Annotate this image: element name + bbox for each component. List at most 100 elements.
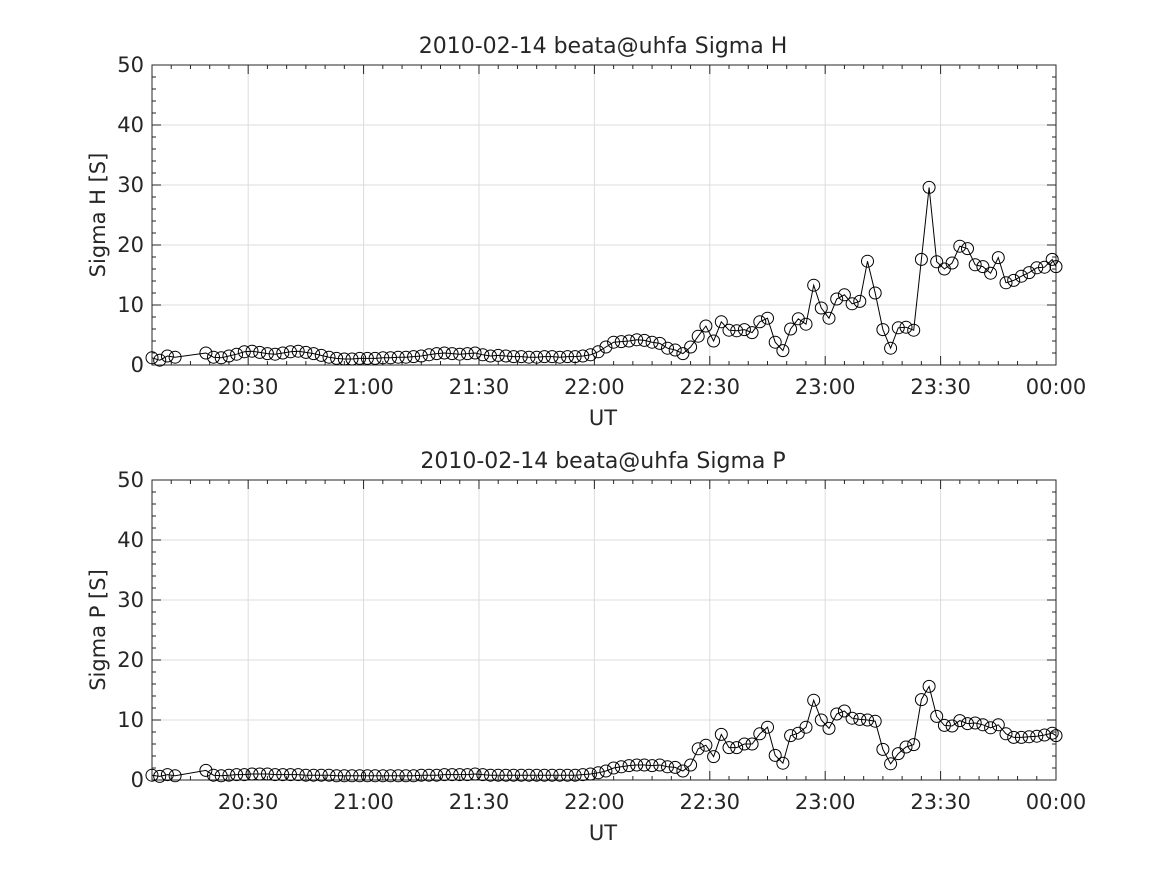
data-point: [661, 341, 674, 355]
data-point: [537, 768, 551, 782]
data-point: [330, 351, 344, 365]
x-tick-label: 23:00: [795, 375, 856, 399]
data-point: [360, 769, 374, 783]
data-point: [268, 347, 282, 361]
data-point: [899, 320, 913, 334]
x-tick-label: 21:30: [449, 790, 510, 814]
data-point: [568, 350, 582, 364]
data-point: [230, 768, 244, 782]
x-tick-label: 00:00: [1026, 790, 1087, 814]
data-point: [853, 294, 867, 308]
data-point: [314, 348, 328, 362]
data-point: [776, 344, 790, 358]
data-point: [930, 255, 944, 269]
axes-frame: [151, 479, 1057, 781]
data-point: [368, 351, 382, 365]
data-point: [876, 323, 890, 337]
data-point: [822, 721, 836, 735]
data-point: [160, 349, 174, 363]
data-point: [430, 768, 444, 782]
y-tick-label: 40: [117, 528, 144, 552]
data-point: [968, 716, 982, 730]
data-point: [945, 256, 959, 270]
data-point: [799, 720, 813, 734]
data-point: [553, 350, 567, 364]
data-point: [614, 760, 628, 774]
data-point: [845, 297, 859, 311]
data-point: [368, 769, 382, 783]
data-point: [437, 346, 451, 360]
data-point: [168, 350, 182, 364]
data-point: [637, 333, 651, 347]
sigma-h-panel: 0 10 20 30 40 50 20:30 21:00 21:30 22:00 22:30 23:0…: [86, 34, 1086, 430]
data-point: [999, 727, 1013, 741]
data-point: [453, 347, 467, 361]
data-point: [668, 760, 682, 774]
x-axis-label: UT: [589, 821, 617, 845]
data-point: [1045, 252, 1059, 266]
data-point: [691, 742, 705, 756]
data-point: [807, 693, 821, 707]
data-point: [653, 758, 667, 772]
data-point: [391, 350, 405, 364]
data-point: [422, 348, 436, 362]
data-point: [276, 346, 290, 360]
data-point: [968, 258, 982, 272]
data-point: [645, 759, 659, 773]
data-point: [745, 326, 759, 340]
data-point: [1049, 260, 1063, 274]
y-axis-label: Sigma H [S]: [86, 153, 110, 278]
data-point: [514, 768, 528, 782]
data-point: [307, 768, 321, 782]
data-point: [484, 768, 497, 782]
data-point: [284, 768, 297, 782]
data-point: [522, 350, 536, 364]
data-point: [645, 335, 659, 349]
data-point: [260, 767, 274, 781]
data-point: [891, 321, 905, 335]
data-point: [584, 348, 597, 362]
data-point: [676, 347, 690, 361]
x-tick-label: 23:30: [910, 375, 971, 399]
data-point: [253, 345, 267, 359]
data-point: [468, 346, 482, 360]
data-point: [237, 345, 251, 359]
data-point: [1007, 730, 1021, 744]
data-point: [337, 769, 351, 783]
data-point: [961, 242, 974, 256]
data-point: [1030, 261, 1044, 275]
data-point: [199, 763, 213, 777]
data-point: [437, 768, 451, 782]
data-point: [814, 301, 828, 315]
data-point: [699, 738, 713, 752]
series-line: [151, 187, 1057, 361]
data-point: [784, 729, 798, 743]
data-point: [637, 758, 651, 772]
data-point: [445, 768, 459, 782]
x-tick-label: 20:30: [218, 790, 279, 814]
data-point: [530, 768, 544, 782]
data-point: [753, 315, 767, 329]
x-tick-label: 22:30: [680, 790, 741, 814]
x-tick-label: 22:00: [564, 375, 625, 399]
data-point: [460, 347, 474, 361]
data-point: [545, 350, 559, 364]
data-point: [414, 349, 428, 363]
data-point: [330, 769, 344, 783]
data-point: [699, 319, 713, 333]
data-point: [599, 764, 613, 778]
data-point: [707, 750, 721, 764]
data-point: [937, 718, 951, 732]
data-point: [407, 769, 421, 783]
data-point: [584, 767, 597, 781]
data-point: [930, 709, 944, 723]
x-tick-label: 21:30: [449, 375, 510, 399]
data-point: [745, 737, 759, 751]
chart-title: 2010-02-14 beata@uhfa Sigma H: [419, 34, 788, 59]
x-tick-label: 00:00: [1026, 375, 1087, 399]
data-point: [630, 758, 644, 772]
x-tick-label: 21:00: [333, 375, 394, 399]
y-tick-label: 50: [117, 468, 144, 492]
data-point: [353, 769, 367, 783]
